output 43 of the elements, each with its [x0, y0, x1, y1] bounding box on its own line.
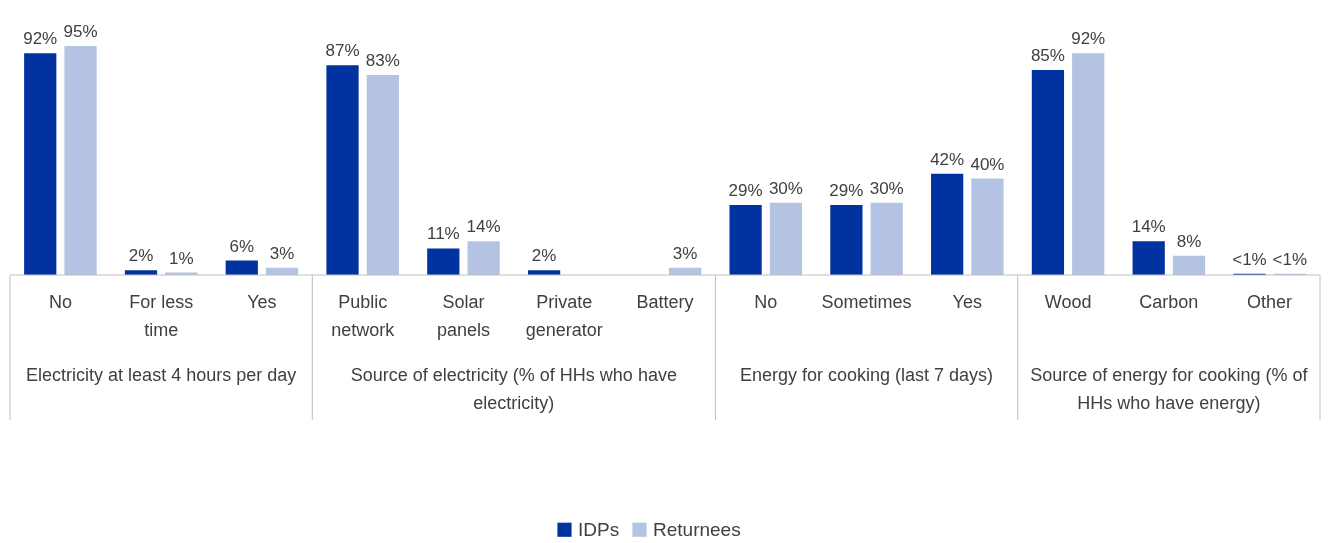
source-note: Source of electricity (% of HHs who have electricity) [350, 365, 677, 413]
data-label: <1% [1272, 249, 1308, 269]
data-label: 92% [1071, 29, 1106, 49]
data-label: 2% [128, 246, 154, 266]
data-label: 40% [970, 154, 1005, 174]
x-tick-label: Solar panels [436, 292, 490, 340]
data-label: 42% [930, 149, 965, 169]
x-tick-label: Yes [952, 292, 982, 312]
data-label: 29% [728, 181, 763, 201]
x-tick-label: Private generator [525, 292, 603, 340]
data-label: 2% [531, 246, 557, 266]
legend-label: IDPs [578, 518, 620, 540]
data-label: 30% [768, 178, 803, 198]
x-tick-label: Battery [636, 292, 694, 312]
data-label: 29% [829, 181, 864, 201]
x-tick-label: Yes [247, 292, 277, 312]
data-label: 83% [365, 50, 400, 70]
data-label: 14% [466, 217, 501, 237]
x-tick-label: Other [1247, 292, 1293, 312]
data-label: 1% [169, 248, 194, 268]
data-label: 6% [229, 236, 255, 256]
x-tick-label: For less time [129, 292, 194, 340]
data-label: 3% [269, 243, 295, 263]
x-tick-label: No [48, 292, 72, 312]
x-tick-label: Sometimes [821, 292, 912, 312]
data-label: 8% [1176, 231, 1202, 251]
x-tick-label: Public network [331, 292, 396, 340]
data-label: <1% [1232, 249, 1267, 269]
data-label: 95% [63, 22, 98, 41]
data-label: 11% [426, 224, 460, 244]
data-label: 92% [23, 29, 58, 49]
data-label: 85% [1030, 46, 1065, 66]
legend-label: Returnees [653, 518, 741, 540]
data-label: 30% [869, 178, 904, 198]
text: Electricity at least 4 hours per day [26, 365, 297, 385]
x-tick-label: Wood [1044, 292, 1092, 312]
text: Energy for cooking (last 7 days) [739, 365, 994, 385]
source-note: Source of energy for cooking (% of HHs who have energy) [1030, 365, 1309, 413]
data-label: 87% [325, 41, 360, 61]
x-tick-label: Carbon [1139, 292, 1199, 312]
data-label: 14% [1131, 217, 1166, 237]
x-tick-label: No [754, 292, 778, 312]
data-label: 3% [672, 243, 698, 263]
